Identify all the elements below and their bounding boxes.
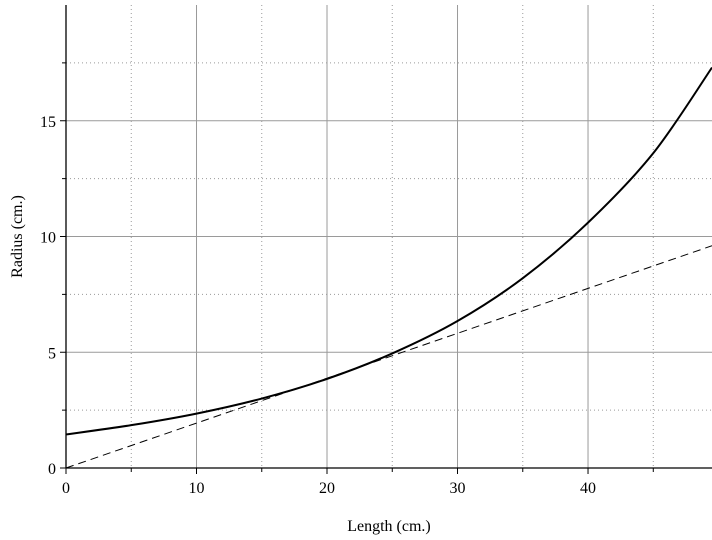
series-line-dashed xyxy=(65,245,712,469)
y-tick-label: 10 xyxy=(40,230,56,247)
ticks: 0 10 20 30 40 0 5 10 15 xyxy=(40,62,654,497)
x-tick-label: 30 xyxy=(450,480,466,497)
y-axis-label: Radius (cm.) xyxy=(9,195,26,278)
x-axis-label: Length (cm.) xyxy=(347,518,431,535)
series-layer xyxy=(65,66,712,469)
x-tick-label: 40 xyxy=(580,480,596,497)
x-tick-label: 20 xyxy=(319,480,335,497)
major-grid xyxy=(66,5,712,468)
x-tick-label: 0 xyxy=(62,480,70,497)
series-line-curve xyxy=(65,66,712,436)
y-tick-label: 15 xyxy=(40,114,56,131)
y-tick-label: 0 xyxy=(48,461,56,478)
y-tick-label: 5 xyxy=(48,345,56,362)
x-tick-label: 10 xyxy=(189,480,205,497)
